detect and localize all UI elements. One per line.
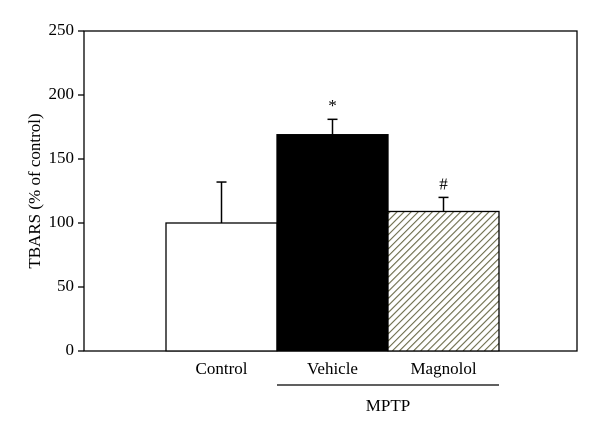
x-tick-label: Vehicle xyxy=(307,359,358,378)
bar xyxy=(276,134,389,352)
y-axis-label: TBARS (% of control) xyxy=(25,113,44,268)
bar xyxy=(165,222,278,352)
group-label: MPTP xyxy=(366,396,410,415)
annotation: # xyxy=(439,174,448,193)
y-tick-label: 150 xyxy=(49,148,75,167)
y-tick-label: 0 xyxy=(66,340,75,359)
y-tick-label: 100 xyxy=(49,212,75,231)
y-tick-label: 250 xyxy=(49,20,75,39)
bar xyxy=(387,210,500,352)
y-tick-label: 50 xyxy=(57,276,74,295)
x-tick-label: Control xyxy=(196,359,248,378)
y-tick-label: 200 xyxy=(49,84,75,103)
x-tick-label: Magnolol xyxy=(410,359,476,378)
annotation: * xyxy=(328,96,337,115)
